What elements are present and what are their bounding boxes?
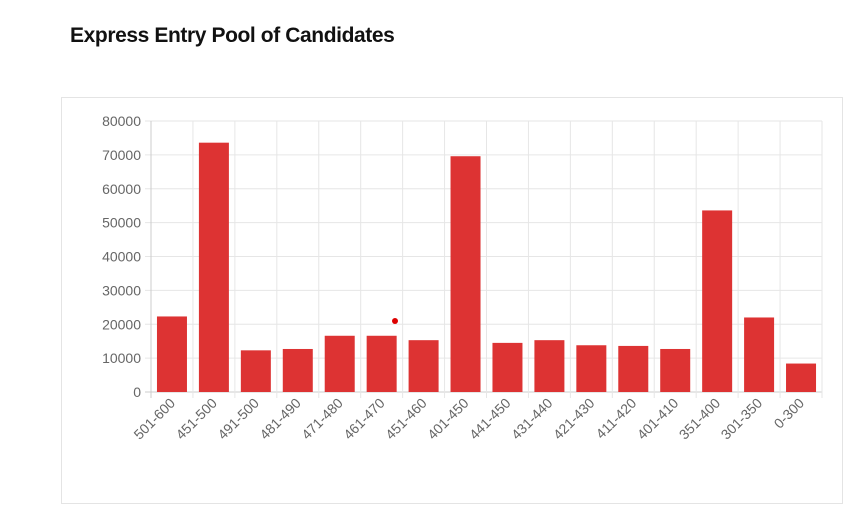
bar-351-400	[702, 210, 733, 392]
chart-card: 0 10000 20000 30000 40000 50000 60000 70000 8000…	[61, 97, 843, 504]
bar-431-440	[534, 340, 565, 392]
bar-461-470	[366, 335, 397, 392]
bar-411-420	[618, 345, 649, 392]
page-title: Express Entry Pool of Candidates	[70, 24, 395, 47]
y-tick-label: 60000	[102, 181, 141, 197]
bar-451-500	[198, 142, 229, 392]
x-tick-label: 471-480	[298, 395, 346, 443]
bar-451-460	[408, 340, 439, 392]
x-tick-label: 421-430	[550, 395, 598, 443]
bar-0-300	[786, 363, 817, 392]
bar-401-410	[660, 348, 691, 392]
y-tick-label: 30000	[102, 282, 141, 298]
bar-421-430	[576, 345, 607, 392]
bar-401-450	[450, 156, 481, 392]
x-tick-label: 0-300	[771, 395, 808, 432]
bar-481-490	[282, 348, 313, 392]
x-tick-label: 401-410	[634, 395, 682, 443]
x-tick-label: 501-600	[130, 395, 178, 443]
y-tick-label: 70000	[102, 147, 141, 163]
x-tick-label: 451-500	[172, 395, 220, 443]
y-tick-label: 0	[133, 384, 141, 400]
x-tick-label: 401-450	[424, 395, 472, 443]
x-tick-label: 491-500	[214, 395, 262, 443]
x-tick-label: 351-400	[676, 395, 724, 443]
x-tick-label: 431-440	[508, 395, 556, 443]
x-tick-label: 301-350	[718, 395, 766, 443]
y-tick-label: 50000	[102, 215, 141, 231]
x-tick-label: 451-460	[382, 395, 430, 443]
x-tick-label: 461-470	[340, 395, 388, 443]
bar-471-480	[324, 335, 355, 392]
x-tick-label: 441-450	[466, 395, 514, 443]
bar-501-600	[156, 316, 187, 392]
bar-441-450	[492, 342, 523, 392]
y-tick-label: 10000	[102, 350, 141, 366]
marker-dot	[392, 318, 398, 324]
y-tick-label: 40000	[102, 249, 141, 265]
bar-491-500	[240, 350, 271, 392]
y-tick-label: 80000	[102, 113, 141, 129]
bar-301-350	[744, 317, 775, 392]
y-tick-label: 20000	[102, 316, 141, 332]
x-tick-label: 411-420	[592, 395, 639, 442]
x-tick-label: 481-490	[256, 395, 304, 443]
